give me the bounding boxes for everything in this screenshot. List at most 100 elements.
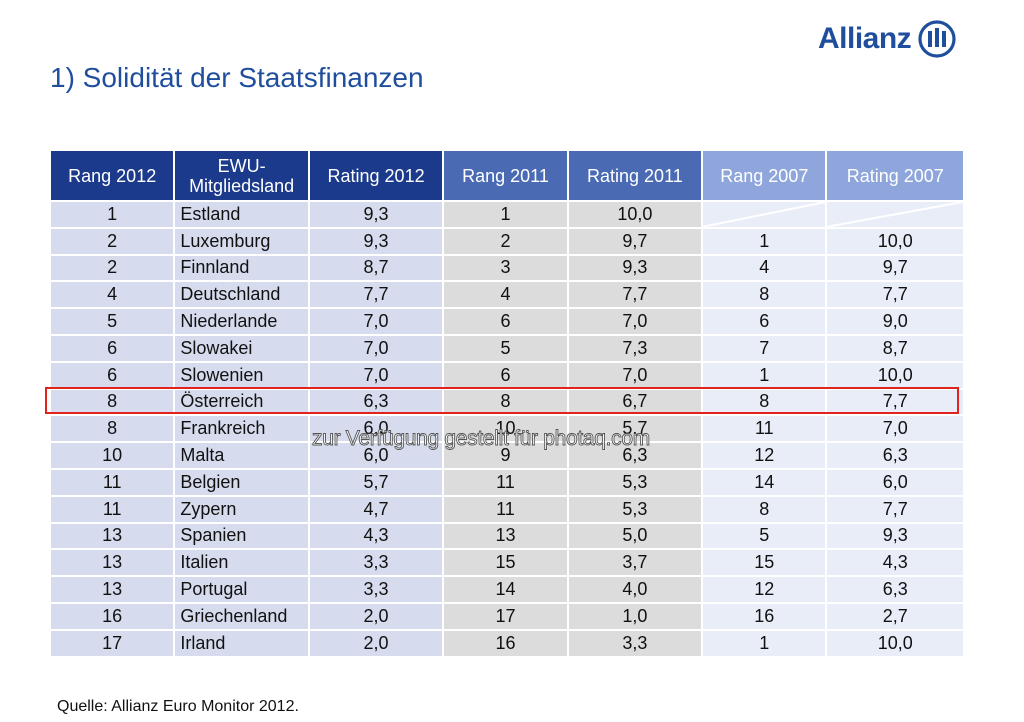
cell-rang-2011: 8 [444, 389, 567, 415]
cell-rang-2012: 2 [51, 255, 174, 281]
cell-rang-2011: 17 [444, 603, 567, 629]
cell-country: Niederlande [175, 309, 308, 334]
cell-rating-2011: 3,7 [568, 550, 702, 576]
cell-rating-2007: 10,0 [827, 228, 963, 254]
cell-rating-2012: 7,0 [309, 362, 443, 388]
cell-rang-2007: 11 [703, 416, 826, 442]
cell-country: Italien [175, 550, 308, 576]
cell-rating-2007: 8,7 [827, 335, 963, 361]
allianz-eagle-icon [918, 20, 956, 58]
cell-rating-2011: 6,3 [568, 443, 702, 468]
cell-rating-2011: 3,3 [568, 630, 702, 656]
cell-rating-2007: 10,0 [827, 362, 963, 388]
cell-rang-2007: 5 [703, 523, 826, 549]
cell-rang-2012: 10 [51, 443, 174, 468]
cell-rating-2012: 4,7 [309, 496, 443, 522]
cell-rang-2012: 8 [51, 389, 174, 415]
cell-rating-2007: 6,0 [827, 469, 963, 495]
cell-rating-2011: 9,7 [568, 228, 702, 254]
cell-country: Spanien [175, 523, 308, 549]
cell-rang-2011: 2 [444, 228, 567, 254]
cell-rang-2011: 6 [444, 362, 567, 388]
cell-rating-2007: 6,3 [827, 443, 963, 468]
header-rating-2007: Rating 2007 [827, 151, 963, 200]
cell-rang-2012: 13 [51, 523, 174, 549]
cell-rang-2007: 1 [703, 630, 826, 656]
cell-rang-2011: 10 [444, 416, 567, 442]
cell-rang-2011: 11 [444, 469, 567, 495]
cell-rating-2012: 8,7 [309, 255, 443, 281]
cell-rang-2012: 6 [51, 362, 174, 388]
cell-country: Finnland [175, 255, 308, 281]
table-row: 8 Österreich 6,3 8 6,7 8 7,7 [51, 389, 963, 415]
cell-rating-2007 [827, 202, 963, 227]
cell-rang-2012: 5 [51, 309, 174, 334]
cell-rang-2007: 8 [703, 282, 826, 308]
table-row: 6 Slowenien 7,0 6 7,0 1 10,0 [51, 362, 963, 388]
cell-rating-2012: 7,7 [309, 282, 443, 308]
cell-rating-2011: 6,7 [568, 389, 702, 415]
table-row: 17 Irland 2,0 16 3,3 1 10,0 [51, 630, 963, 656]
cell-rating-2012: 9,3 [309, 228, 443, 254]
cell-rating-2007: 10,0 [827, 630, 963, 656]
cell-rang-2011: 11 [444, 496, 567, 522]
cell-rang-2012: 2 [51, 228, 174, 254]
cell-rating-2007: 7,0 [827, 416, 963, 442]
cell-rang-2007: 6 [703, 309, 826, 334]
cell-rating-2007: 4,3 [827, 550, 963, 576]
table-row: 4 Deutschland 7,7 4 7,7 8 7,7 [51, 282, 963, 308]
table-row: 5 Niederlande 7,0 6 7,0 6 9,0 [51, 309, 963, 334]
table-row: 13 Portugal 3,3 14 4,0 12 6,3 [51, 577, 963, 602]
cell-country: Luxemburg [175, 228, 308, 254]
cell-rating-2007: 6,3 [827, 577, 963, 602]
cell-rating-2012: 2,0 [309, 630, 443, 656]
cell-rang-2007: 15 [703, 550, 826, 576]
logo-wordmark: Allianz [818, 22, 912, 55]
cell-rating-2011: 7,0 [568, 309, 702, 334]
cell-rang-2012: 11 [51, 469, 174, 495]
cell-country: Griechenland [175, 603, 308, 629]
cell-rang-2012: 6 [51, 335, 174, 361]
cell-rating-2012: 9,3 [309, 202, 443, 227]
header-rating-2012: Rating 2012 [309, 151, 443, 200]
cell-rating-2012: 6,0 [309, 416, 443, 442]
cell-rang-2007: 7 [703, 335, 826, 361]
cell-rating-2007: 9,3 [827, 523, 963, 549]
cell-rang-2007: 16 [703, 603, 826, 629]
cell-rang-2011: 13 [444, 523, 567, 549]
cell-rating-2012: 5,7 [309, 469, 443, 495]
header-rang-2011: Rang 2011 [444, 151, 567, 200]
cell-rang-2011: 4 [444, 282, 567, 308]
cell-rang-2007: 4 [703, 255, 826, 281]
table-header-row: Rang 2012 EWU- Mitgliedsland Rating 2012 Ra… [51, 151, 963, 200]
cell-rating-2011: 9,3 [568, 255, 702, 281]
cell-rang-2007: 1 [703, 228, 826, 254]
cell-rang-2011: 14 [444, 577, 567, 602]
cell-country: Frankreich [175, 416, 308, 442]
table-row: 2 Finnland 8,7 3 9,3 4 9,7 [51, 255, 963, 281]
cell-rang-2011: 6 [444, 309, 567, 334]
cell-rating-2011: 5,3 [568, 496, 702, 522]
cell-country: Slowakei [175, 335, 308, 361]
cell-rang-2012: 4 [51, 282, 174, 308]
cell-rating-2012: 6,0 [309, 443, 443, 468]
cell-rang-2007: 8 [703, 496, 826, 522]
table-row: 11 Belgien 5,7 11 5,3 14 6,0 [51, 469, 963, 495]
table-row: 11 Zypern 4,7 11 5,3 8 7,7 [51, 496, 963, 522]
cell-rang-2011: 15 [444, 550, 567, 576]
cell-rang-2007 [703, 202, 826, 227]
cell-country: Belgien [175, 469, 308, 495]
cell-rating-2011: 7,0 [568, 362, 702, 388]
cell-rang-2007: 8 [703, 389, 826, 415]
cell-rating-2007: 7,7 [827, 282, 963, 308]
page-title: 1) Solidität der Staatsfinanzen [50, 62, 424, 93]
cell-country: Malta [175, 443, 308, 468]
cell-country: Zypern [175, 496, 308, 522]
cell-rating-2011: 7,7 [568, 282, 702, 308]
table-row: 13 Spanien 4,3 13 5,0 5 9,3 [51, 523, 963, 549]
cell-rang-2012: 16 [51, 603, 174, 629]
table-row: 6 Slowakei 7,0 5 7,3 7 8,7 [51, 335, 963, 361]
not-ranked-slash [703, 202, 825, 227]
table-row: 16 Griechenland 2,0 17 1,0 16 2,7 [51, 603, 963, 629]
cell-rang-2011: 16 [444, 630, 567, 656]
